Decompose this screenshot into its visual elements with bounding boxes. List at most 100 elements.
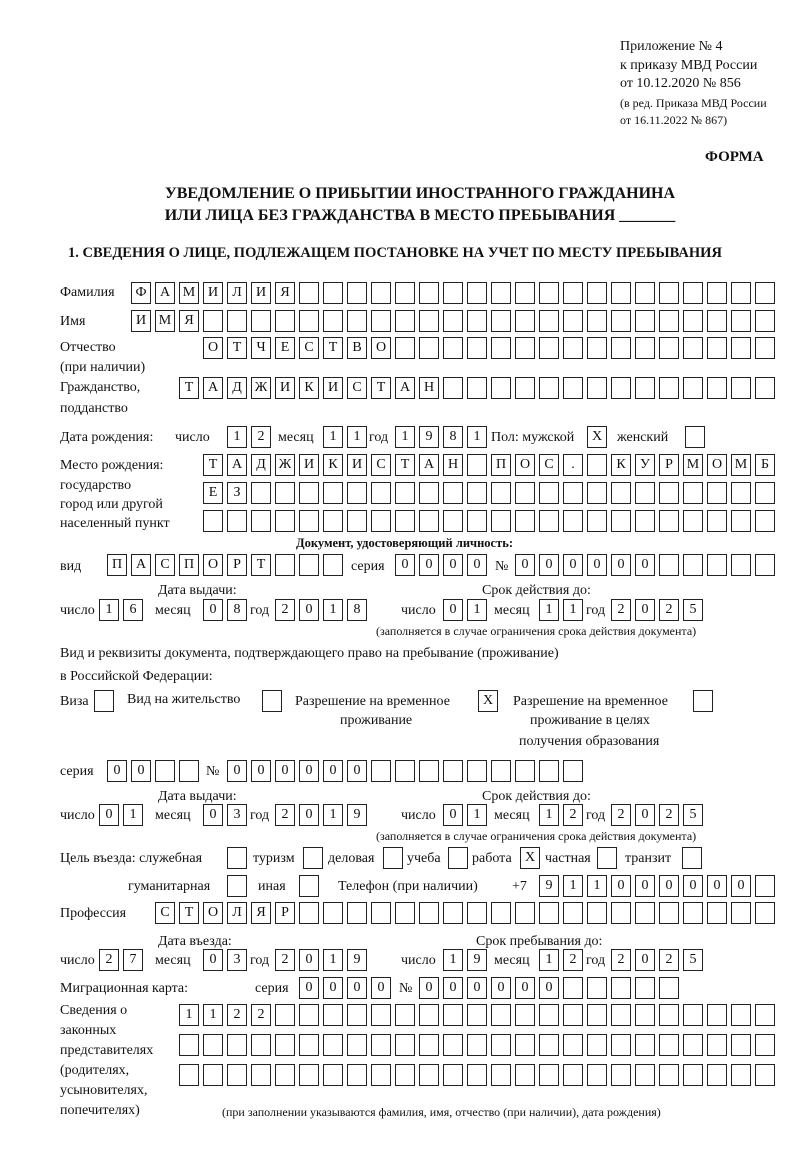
form-cell[interactable] [683,510,703,532]
form-cell[interactable] [419,510,439,532]
form-cell[interactable] [299,1034,319,1056]
form-cell[interactable]: П [107,554,127,576]
form-cell[interactable] [635,1064,655,1086]
form-cell[interactable]: А [203,377,223,399]
form-cell[interactable]: Б [755,454,775,476]
form-cell[interactable]: У [635,454,655,476]
form-cell[interactable]: Я [251,902,271,924]
form-cell[interactable]: 2 [611,949,631,971]
form-cell[interactable] [731,377,751,399]
form-cell[interactable] [755,482,775,504]
form-cell[interactable] [467,1004,487,1026]
form-cell[interactable]: 0 [515,554,535,576]
form-cell[interactable] [515,377,535,399]
form-cell[interactable]: X [587,426,607,448]
form-cell[interactable] [155,760,175,782]
form-cell[interactable] [443,1034,463,1056]
form-cell[interactable]: Я [275,282,295,304]
form-cell[interactable] [491,310,511,332]
form-cell[interactable]: Т [323,337,343,359]
form-cell[interactable] [491,1064,511,1086]
form-cell[interactable]: 0 [275,760,295,782]
form-cell[interactable]: А [419,454,439,476]
form-cell[interactable] [611,902,631,924]
form-cell[interactable] [659,1034,679,1056]
form-cell[interactable] [467,760,487,782]
form-cell[interactable] [323,554,343,576]
form-cell[interactable] [515,510,535,532]
form-cell[interactable]: Н [443,454,463,476]
form-cell[interactable]: 1 [563,875,583,897]
form-cell[interactable] [635,1004,655,1026]
form-cell[interactable] [467,1064,487,1086]
form-cell[interactable] [251,1034,271,1056]
form-cell[interactable] [347,1034,367,1056]
form-cell[interactable]: 1 [467,599,487,621]
form-cell[interactable]: О [203,902,223,924]
form-cell[interactable] [685,426,705,448]
form-cell[interactable]: 1 [99,599,119,621]
form-cell[interactable] [539,510,559,532]
form-cell[interactable] [419,482,439,504]
form-cell[interactable] [635,510,655,532]
form-cell[interactable] [515,337,535,359]
form-cell[interactable]: Т [251,554,271,576]
form-cell[interactable] [539,1004,559,1026]
form-cell[interactable] [587,282,607,304]
form-cell[interactable]: 1 [587,875,607,897]
form-cell[interactable] [755,902,775,924]
form-cell[interactable] [443,1064,463,1086]
form-cell[interactable] [683,337,703,359]
form-cell[interactable] [683,1004,703,1026]
form-cell[interactable]: П [491,454,511,476]
form-cell[interactable] [491,1004,511,1026]
form-cell[interactable]: 0 [635,554,655,576]
form-cell[interactable]: 1 [443,949,463,971]
form-cell[interactable] [731,482,751,504]
form-cell[interactable] [539,1034,559,1056]
form-cell[interactable]: И [131,310,151,332]
form-cell[interactable]: 2 [659,599,679,621]
form-cell[interactable]: 2 [227,1004,247,1026]
form-cell[interactable]: 2 [251,426,271,448]
form-cell[interactable] [323,282,343,304]
form-cell[interactable]: С [539,454,559,476]
form-cell[interactable]: 9 [419,426,439,448]
form-cell[interactable] [323,1004,343,1026]
form-cell[interactable] [731,337,751,359]
form-cell[interactable]: С [371,454,391,476]
form-cell[interactable]: 0 [539,554,559,576]
form-cell[interactable] [443,902,463,924]
form-cell[interactable]: 0 [323,760,343,782]
form-cell[interactable] [491,510,511,532]
form-cell[interactable] [563,510,583,532]
form-cell[interactable] [635,310,655,332]
form-cell[interactable] [251,482,271,504]
form-cell[interactable] [491,902,511,924]
form-cell[interactable]: X [478,690,498,712]
form-cell[interactable] [587,454,607,476]
form-cell[interactable]: 0 [563,554,583,576]
form-cell[interactable]: 2 [563,949,583,971]
form-cell[interactable] [683,377,703,399]
form-cell[interactable] [563,977,583,999]
form-cell[interactable] [707,310,727,332]
form-cell[interactable]: 2 [275,599,295,621]
form-cell[interactable]: 2 [251,1004,271,1026]
form-cell[interactable] [467,482,487,504]
form-cell[interactable]: М [179,282,199,304]
form-cell[interactable]: Т [395,454,415,476]
form-cell[interactable] [203,510,223,532]
form-cell[interactable] [467,377,487,399]
form-cell[interactable]: И [347,454,367,476]
form-cell[interactable]: 1 [227,426,247,448]
form-cell[interactable]: 8 [443,426,463,448]
form-cell[interactable] [587,1034,607,1056]
form-cell[interactable] [347,510,367,532]
form-cell[interactable] [755,875,775,897]
form-cell[interactable] [707,1004,727,1026]
form-cell[interactable] [443,510,463,532]
form-cell[interactable] [395,902,415,924]
form-cell[interactable]: 2 [611,599,631,621]
form-cell[interactable] [611,377,631,399]
